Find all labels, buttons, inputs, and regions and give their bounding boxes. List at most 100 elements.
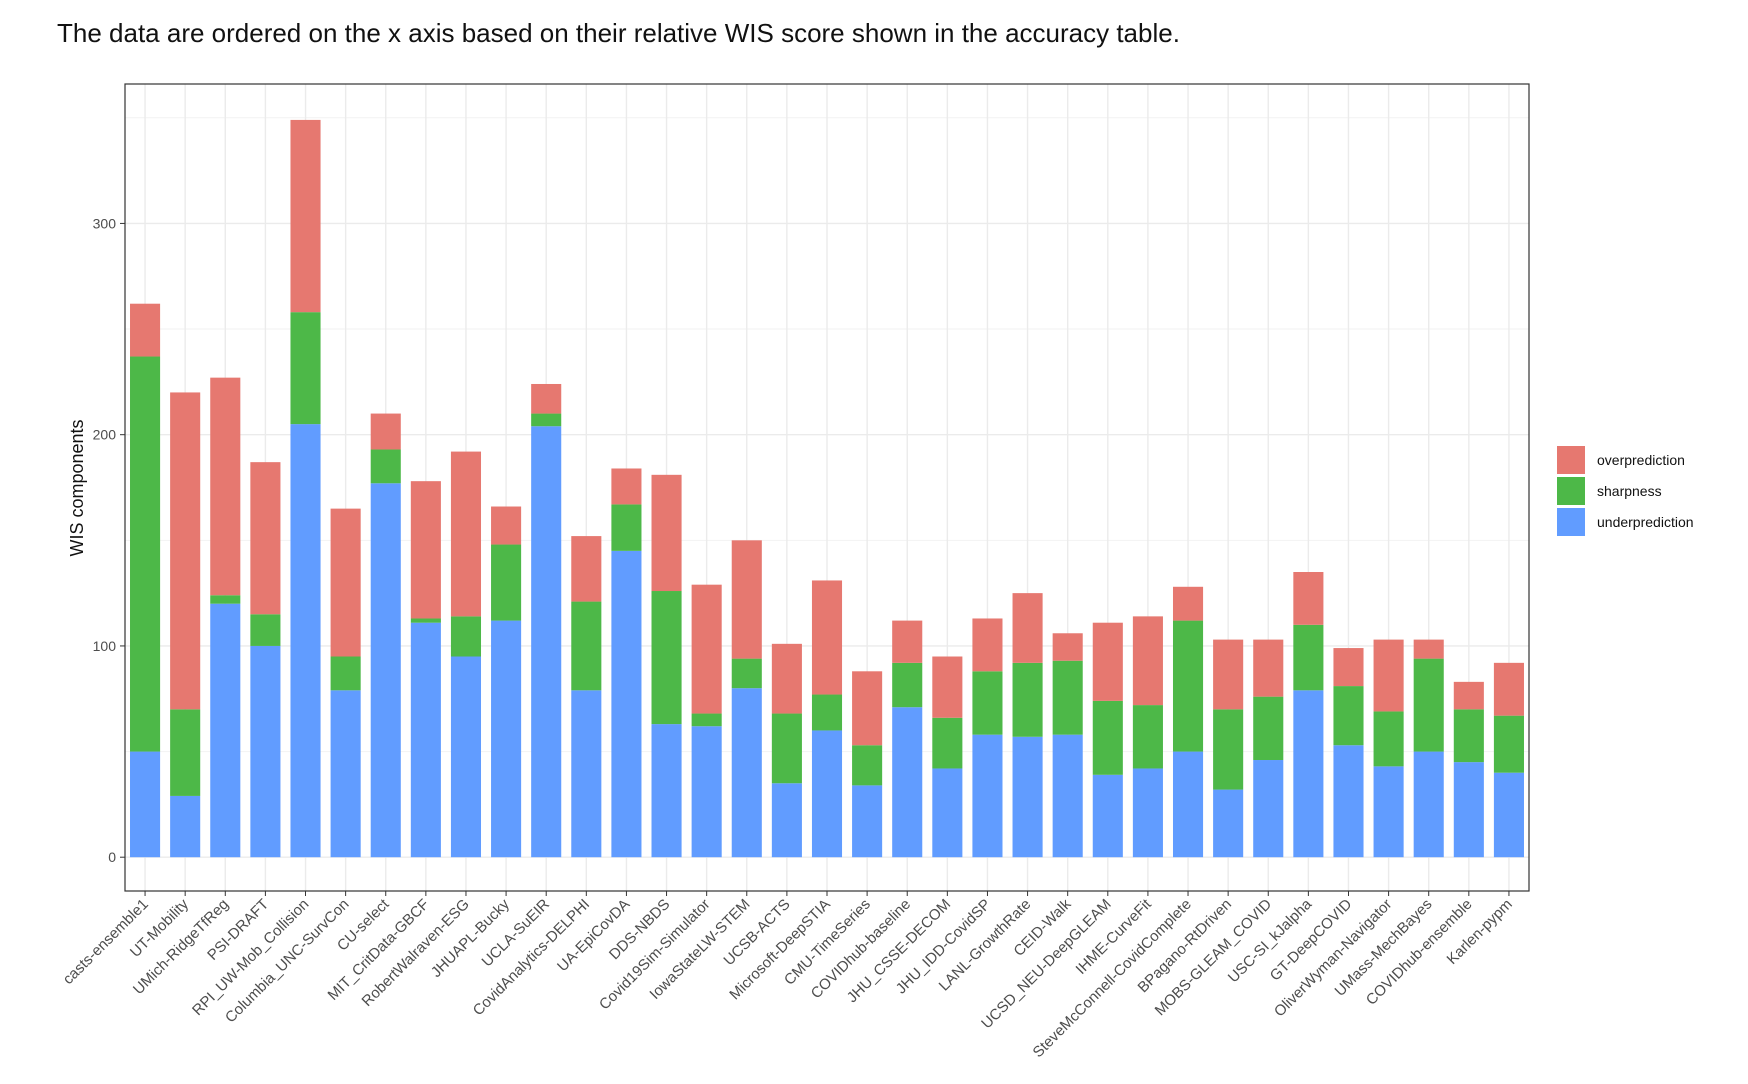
bar-segment-underprediction	[651, 724, 682, 858]
bar-segment-underprediction	[130, 751, 161, 858]
bar-segment-overprediction	[811, 580, 843, 695]
bar-segment-sharpness	[611, 504, 642, 551]
bar-segment-underprediction	[531, 426, 562, 858]
bar-segment-underprediction	[932, 768, 963, 858]
bar-segment-sharpness	[370, 449, 401, 484]
bar-segment-sharpness	[571, 601, 602, 691]
bar-segment-underprediction	[972, 734, 1003, 858]
bar-segment-overprediction	[571, 536, 602, 602]
bars	[130, 119, 1524, 858]
bar-segment-overprediction	[1052, 633, 1083, 661]
bar-segment-overprediction	[410, 481, 441, 619]
bar-segment-overprediction	[651, 474, 682, 592]
bar-segment-overprediction	[892, 620, 923, 663]
bar-segment-overprediction	[1253, 639, 1284, 697]
bar-segment-overprediction	[1293, 572, 1324, 625]
bar-segment-sharpness	[1453, 709, 1484, 763]
bar-segment-sharpness	[130, 356, 161, 752]
bar-segment-sharpness	[651, 591, 682, 725]
bar-segment-underprediction	[1132, 768, 1163, 858]
bar-segment-underprediction	[370, 483, 401, 858]
bar-segment-overprediction	[450, 451, 482, 617]
bar-segment-underprediction	[811, 730, 843, 858]
legend-key-sharpness	[1557, 477, 1585, 505]
y-tick-label: 100	[93, 638, 117, 654]
bar-segment-overprediction	[771, 643, 802, 714]
bar-segment-sharpness	[852, 745, 883, 786]
bar-segment-sharpness	[1092, 700, 1123, 775]
bar-segment-overprediction	[1493, 662, 1524, 716]
bar-segment-overprediction	[531, 383, 562, 414]
bar-segment-underprediction	[1453, 762, 1484, 858]
legend: overprediction sharpness underprediction	[1557, 446, 1694, 536]
bar-segment-overprediction	[250, 462, 281, 615]
bar-segment-underprediction	[1333, 745, 1364, 858]
bar-segment-sharpness	[1413, 658, 1444, 752]
y-axis: 0 100 200 300	[93, 215, 125, 865]
bar-segment-sharpness	[410, 618, 441, 623]
legend-key-overprediction	[1557, 446, 1585, 474]
legend-label-overprediction: overprediction	[1597, 452, 1685, 468]
bar-segment-sharpness	[450, 616, 482, 657]
bar-segment-sharpness	[1493, 715, 1524, 773]
bar-segment-underprediction	[1413, 751, 1444, 858]
bar-segment-underprediction	[450, 656, 482, 858]
bar-segment-underprediction	[1493, 772, 1524, 858]
bar-segment-overprediction	[691, 584, 722, 714]
bar-segment-overprediction	[1092, 622, 1123, 701]
bar-segment-overprediction	[170, 392, 201, 710]
bar-segment-sharpness	[771, 713, 802, 784]
bar-segment-overprediction	[611, 468, 642, 505]
bar-segment-underprediction	[852, 785, 883, 858]
bar-segment-sharpness	[1172, 620, 1204, 752]
bar-segment-underprediction	[170, 795, 201, 858]
bar-segment-sharpness	[531, 413, 562, 427]
bar-segment-underprediction	[771, 783, 802, 858]
bar-segment-sharpness	[290, 312, 321, 425]
legend-key-underprediction	[1557, 508, 1585, 536]
bar-segment-underprediction	[250, 645, 281, 858]
bar-segment-sharpness	[330, 656, 361, 691]
y-tick-label: 300	[93, 215, 117, 231]
x-axis: casts-ensemble1UT-MobilityUMich-RidgeTfR…	[60, 891, 1516, 1061]
bar-segment-sharpness	[1373, 711, 1404, 767]
bar-segment-sharpness	[892, 662, 923, 708]
bar-segment-overprediction	[290, 119, 321, 313]
y-axis-title: WIS components	[67, 419, 87, 556]
caption: The data are ordered on the x axis based…	[57, 18, 1180, 48]
legend-label-underprediction: underprediction	[1597, 514, 1694, 530]
bar-segment-overprediction	[932, 656, 963, 718]
bar-segment-sharpness	[731, 658, 762, 689]
bar-segment-overprediction	[1413, 639, 1444, 659]
bar-segment-underprediction	[330, 690, 361, 858]
bar-segment-overprediction	[491, 506, 522, 545]
bar-segment-overprediction	[731, 540, 762, 659]
bar-segment-sharpness	[170, 709, 201, 796]
bar-segment-underprediction	[491, 620, 522, 858]
bar-segment-underprediction	[691, 726, 722, 858]
bar-segment-underprediction	[1172, 751, 1204, 858]
bar-segment-overprediction	[370, 413, 401, 450]
bar-segment-overprediction	[972, 618, 1003, 672]
bar-segment-underprediction	[1012, 736, 1043, 858]
y-tick-label: 200	[93, 427, 117, 443]
bar-segment-sharpness	[210, 595, 241, 604]
bar-segment-underprediction	[1052, 734, 1083, 858]
bar-segment-sharpness	[1213, 709, 1244, 790]
bar-segment-sharpness	[1253, 696, 1284, 761]
bar-segment-overprediction	[1012, 593, 1043, 663]
y-tick-label: 0	[108, 849, 116, 865]
bar-segment-overprediction	[1373, 639, 1404, 712]
bar-segment-underprediction	[611, 550, 642, 858]
bar-segment-underprediction	[1092, 774, 1123, 858]
bar-segment-sharpness	[1012, 662, 1043, 737]
bar-segment-sharpness	[250, 614, 281, 646]
bar-segment-underprediction	[571, 690, 602, 858]
bar-segment-underprediction	[731, 688, 762, 858]
bar-segment-sharpness	[811, 694, 843, 731]
bar-segment-underprediction	[1213, 789, 1244, 858]
bar-segment-sharpness	[1132, 705, 1163, 769]
bar-segment-overprediction	[1453, 681, 1484, 710]
bar-segment-underprediction	[1293, 690, 1324, 858]
